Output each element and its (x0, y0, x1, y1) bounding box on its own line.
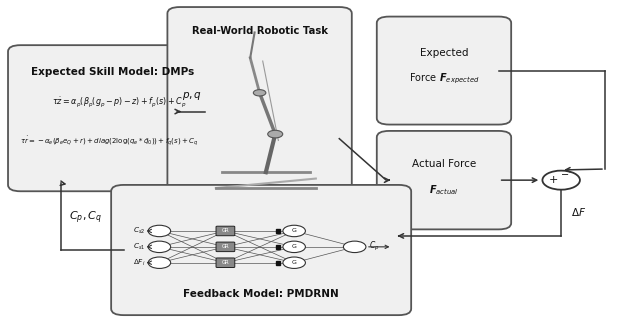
Circle shape (148, 257, 171, 269)
Text: Real-World Robotic Task: Real-World Robotic Task (191, 26, 328, 36)
Text: G: G (292, 228, 296, 234)
FancyBboxPatch shape (216, 258, 235, 268)
Text: G: G (292, 260, 296, 265)
Text: GR: GR (221, 228, 229, 234)
Circle shape (283, 225, 305, 237)
FancyBboxPatch shape (377, 131, 511, 229)
Text: $C_{s1}$: $C_{s1}$ (133, 242, 145, 252)
Circle shape (148, 241, 171, 253)
Text: GR: GR (221, 260, 229, 265)
Text: Expected Skill Model: DMPs: Expected Skill Model: DMPs (31, 67, 195, 77)
Text: $p,q$: $p,q$ (182, 90, 202, 102)
Circle shape (283, 257, 305, 269)
FancyBboxPatch shape (216, 226, 235, 236)
FancyBboxPatch shape (8, 45, 218, 191)
Text: $C_{s2}$: $C_{s2}$ (133, 226, 145, 236)
Circle shape (148, 225, 171, 237)
FancyBboxPatch shape (168, 7, 352, 236)
Text: $-$: $-$ (561, 168, 570, 178)
Circle shape (344, 241, 366, 253)
Text: $\Delta F$: $\Delta F$ (570, 206, 586, 218)
Circle shape (253, 90, 266, 96)
Circle shape (543, 171, 580, 190)
FancyBboxPatch shape (111, 185, 411, 315)
Text: Force $\boldsymbol{F}_{expected}$: Force $\boldsymbol{F}_{expected}$ (409, 71, 479, 86)
Text: $C_p, C_q$: $C_p, C_q$ (68, 209, 102, 226)
Text: $\Delta F_i$: $\Delta F_i$ (133, 258, 145, 268)
Text: $\tau\dot{z}=\alpha_p(\beta_p(g_p-p)-z)+f_p(s)+C_p$: $\tau\dot{z}=\alpha_p(\beta_p(g_p-p)-z)+… (52, 95, 186, 109)
Text: G: G (292, 244, 296, 249)
Text: Feedback Model: PMDRNN: Feedback Model: PMDRNN (183, 289, 339, 300)
FancyBboxPatch shape (216, 242, 235, 252)
Text: $\tau\dot{r}=-\alpha_e(\beta_e e_Q+r)+diag(2\log(q_e*\bar{q}_0))+f_q(s)+C_q$: $\tau\dot{r}=-\alpha_e(\beta_e e_Q+r)+di… (20, 135, 199, 149)
Text: Actual Force: Actual Force (412, 159, 476, 169)
Text: +: + (549, 175, 558, 185)
Circle shape (283, 241, 305, 253)
Text: Expected: Expected (420, 48, 468, 58)
Text: $C_p$: $C_p$ (369, 240, 380, 253)
Circle shape (268, 130, 283, 138)
Text: GR: GR (221, 244, 229, 249)
FancyBboxPatch shape (377, 17, 511, 124)
Text: $\boldsymbol{F}_{actual}$: $\boldsymbol{F}_{actual}$ (429, 183, 459, 197)
